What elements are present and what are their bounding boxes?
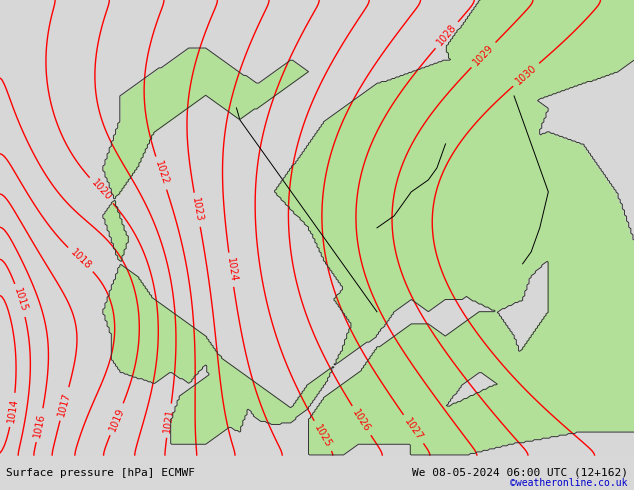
Text: 1027: 1027 [403, 416, 425, 442]
Text: 1022: 1022 [153, 160, 170, 186]
Text: 1020: 1020 [89, 178, 113, 203]
Text: 1018: 1018 [68, 247, 93, 271]
Text: 1017: 1017 [56, 391, 72, 417]
Text: 1016: 1016 [32, 412, 47, 438]
Text: 1030: 1030 [514, 63, 539, 87]
Text: 1021: 1021 [162, 408, 176, 434]
Text: 1026: 1026 [351, 408, 372, 434]
Text: 1025: 1025 [313, 423, 333, 449]
Text: 1023: 1023 [190, 197, 204, 223]
Text: 1024: 1024 [224, 257, 238, 283]
Text: 1029: 1029 [471, 43, 496, 67]
Text: 1015: 1015 [12, 287, 29, 314]
Text: 1014: 1014 [6, 397, 20, 423]
Text: ©weatheronline.co.uk: ©weatheronline.co.uk [510, 478, 628, 488]
Text: We 08-05-2024 06:00 UTC (12+162): We 08-05-2024 06:00 UTC (12+162) [411, 467, 628, 478]
Text: 1028: 1028 [435, 23, 458, 48]
Text: Surface pressure [hPa] ECMWF: Surface pressure [hPa] ECMWF [6, 467, 195, 478]
Text: 1019: 1019 [107, 406, 126, 433]
